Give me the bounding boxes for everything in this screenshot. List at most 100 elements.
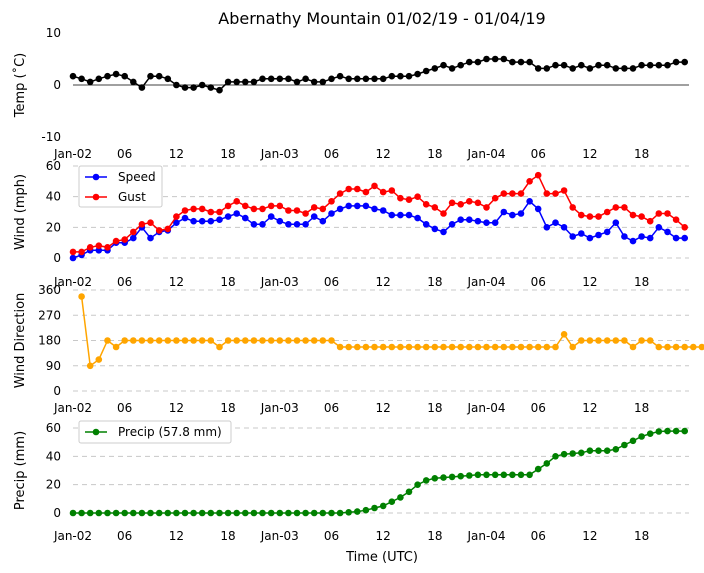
data-point bbox=[250, 205, 258, 213]
data-point bbox=[267, 202, 275, 210]
data-point bbox=[534, 65, 542, 72]
data-point bbox=[147, 337, 154, 344]
data-point bbox=[509, 471, 516, 479]
panel-4: 0 20 40 60 Precip (mm) Jan-02 06 12 18 Jan-03 06 12… bbox=[13, 420, 689, 543]
data-point bbox=[586, 447, 594, 455]
data-point bbox=[181, 207, 189, 214]
data-point bbox=[509, 343, 516, 351]
data-point bbox=[578, 61, 585, 69]
data-point bbox=[526, 198, 533, 205]
data-point bbox=[595, 337, 602, 344]
data-point bbox=[164, 509, 172, 517]
data-point bbox=[354, 75, 361, 83]
data-point bbox=[431, 204, 439, 211]
legend: Speed Gust bbox=[78, 165, 163, 208]
data-point bbox=[638, 213, 645, 220]
panels: -10 0 10 Temp (˚C) Jan-02 06 12 18 Jan-03 06 12 18 J… bbox=[12, 26, 704, 543]
data-point bbox=[328, 198, 335, 205]
data-point bbox=[578, 337, 585, 344]
y-tick-label: 60 bbox=[46, 159, 61, 173]
data-point bbox=[130, 509, 137, 517]
data-point bbox=[491, 194, 499, 202]
data-point bbox=[440, 228, 447, 236]
x-tick-label: 18 bbox=[634, 275, 649, 289]
data-point bbox=[517, 210, 525, 217]
data-point bbox=[319, 217, 327, 225]
data-point bbox=[397, 494, 404, 501]
data-point bbox=[638, 61, 645, 69]
data-point bbox=[655, 61, 663, 69]
data-point bbox=[638, 337, 645, 344]
data-point bbox=[388, 343, 396, 351]
data-point bbox=[267, 509, 275, 517]
data-point bbox=[138, 337, 146, 344]
data-point bbox=[595, 61, 602, 69]
data-point bbox=[362, 75, 370, 83]
data-point bbox=[440, 343, 447, 351]
data-point bbox=[285, 221, 292, 228]
data-point bbox=[534, 343, 542, 351]
data-point bbox=[121, 236, 128, 243]
data-point bbox=[440, 474, 447, 481]
data-point bbox=[388, 187, 396, 194]
data-point bbox=[267, 75, 275, 83]
data-point bbox=[422, 221, 430, 228]
data-point bbox=[121, 337, 128, 344]
data-point bbox=[164, 225, 172, 233]
data-point bbox=[474, 471, 482, 479]
data-point bbox=[78, 293, 85, 300]
data-point bbox=[431, 65, 439, 72]
data-point bbox=[483, 55, 490, 63]
data-point bbox=[672, 234, 680, 242]
data-point bbox=[173, 213, 180, 220]
data-point bbox=[250, 337, 258, 344]
data-point bbox=[259, 205, 266, 213]
data-point bbox=[440, 61, 447, 69]
data-point bbox=[130, 234, 137, 242]
data-point bbox=[112, 343, 120, 351]
data-point bbox=[474, 199, 482, 207]
data-point bbox=[130, 337, 137, 344]
data-point bbox=[629, 237, 637, 245]
x-tick-label: 06 bbox=[324, 401, 339, 415]
data-point bbox=[319, 337, 327, 344]
data-point bbox=[552, 343, 559, 351]
data-point bbox=[664, 343, 671, 351]
data-point bbox=[336, 190, 344, 197]
x-tick-label: 06 bbox=[324, 529, 339, 543]
data-point bbox=[86, 244, 94, 251]
data-point bbox=[216, 208, 223, 216]
data-point bbox=[578, 449, 585, 457]
y-tick-label: 180 bbox=[38, 334, 61, 348]
data-point bbox=[224, 337, 232, 344]
data-point bbox=[173, 337, 180, 344]
data-point bbox=[293, 509, 301, 517]
data-point bbox=[233, 78, 240, 86]
data-point bbox=[500, 343, 508, 351]
data-point bbox=[371, 504, 378, 512]
data-point bbox=[104, 509, 111, 517]
data-point bbox=[414, 481, 421, 489]
data-point bbox=[95, 509, 103, 517]
data-point bbox=[638, 433, 645, 440]
data-point bbox=[354, 343, 361, 351]
data-point bbox=[543, 190, 551, 197]
data-point bbox=[603, 337, 611, 344]
x-tick-label: Jan-02 bbox=[53, 401, 92, 415]
data-point bbox=[198, 337, 206, 344]
data-point bbox=[621, 233, 628, 240]
data-point bbox=[121, 509, 128, 517]
data-point bbox=[112, 70, 120, 78]
data-point bbox=[354, 185, 361, 193]
y-tick-label: 40 bbox=[46, 190, 61, 204]
data-point bbox=[259, 337, 266, 344]
data-point bbox=[336, 205, 344, 213]
x-tick-label: 12 bbox=[582, 529, 597, 543]
x-tick-label: 06 bbox=[117, 529, 132, 543]
data-point bbox=[328, 75, 335, 83]
data-point bbox=[483, 343, 490, 351]
data-point bbox=[621, 337, 628, 344]
data-point bbox=[405, 196, 413, 203]
data-point bbox=[69, 254, 77, 262]
